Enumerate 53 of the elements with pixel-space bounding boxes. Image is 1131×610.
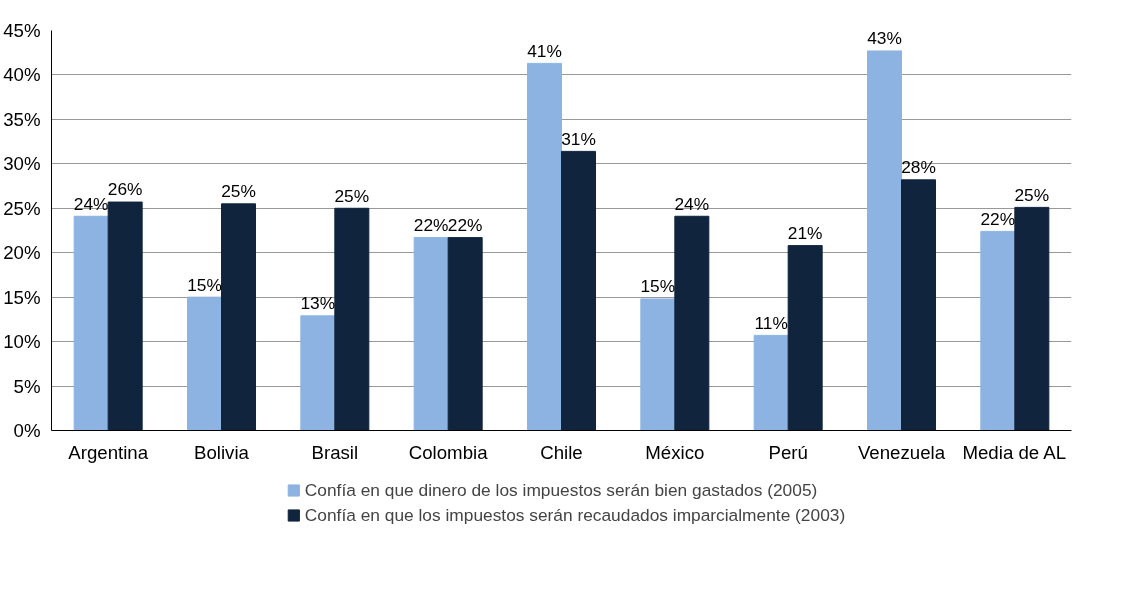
data-label: 25% xyxy=(1014,184,1050,205)
y-tick-label: 25% xyxy=(3,197,41,219)
bar xyxy=(221,203,256,431)
bar xyxy=(107,201,143,431)
legend-label: Confía en que los impuestos serán recaudados imparcialmente (2003) xyxy=(304,504,846,526)
y-tick-label: 30% xyxy=(3,153,41,175)
x-tick-label: Venezuela xyxy=(857,441,946,463)
bar xyxy=(334,207,370,431)
data-label: 21% xyxy=(787,222,823,243)
bar xyxy=(753,334,789,431)
data-label: 28% xyxy=(901,157,936,178)
y-tick-label: 10% xyxy=(3,331,41,353)
bar xyxy=(787,245,823,431)
y-tick-label: 5% xyxy=(13,375,41,397)
bar xyxy=(980,230,1016,431)
y-tick-label: 20% xyxy=(3,242,41,264)
x-tick-label: Brasil xyxy=(311,441,359,463)
bar xyxy=(1014,206,1050,431)
bar xyxy=(447,237,483,431)
bar xyxy=(187,296,222,431)
data-label: 24% xyxy=(674,193,710,214)
data-label: 25% xyxy=(221,181,256,202)
bar xyxy=(867,50,902,431)
y-tick-label: 15% xyxy=(3,286,41,308)
bar xyxy=(901,179,936,431)
x-tick-label: Argentina xyxy=(68,441,149,463)
x-tick-label: Colombia xyxy=(408,441,489,463)
bar xyxy=(300,315,336,431)
bar xyxy=(674,215,710,431)
x-tick-label: México xyxy=(645,441,705,463)
data-label: 24% xyxy=(73,193,109,214)
bar xyxy=(527,62,562,431)
legend-label: Confía en que dinero de los impuestos serán bien gastados (2005) xyxy=(304,479,818,501)
bar xyxy=(73,215,109,431)
data-label: 22% xyxy=(413,214,449,235)
bar xyxy=(413,237,449,431)
y-tick-label: 45% xyxy=(3,20,41,41)
bar xyxy=(561,150,596,431)
y-tick-label: 0% xyxy=(13,420,41,441)
x-tick-label: Perú xyxy=(768,441,808,463)
x-tick-label: Media de AL xyxy=(962,441,1067,463)
bar xyxy=(640,298,676,431)
data-label: 22% xyxy=(447,214,483,235)
data-label: 25% xyxy=(334,185,370,206)
data-label: 31% xyxy=(561,128,596,149)
y-tick-label: 40% xyxy=(3,64,41,86)
x-tick-label: Bolivia xyxy=(194,441,250,463)
data-label: 11% xyxy=(754,312,788,333)
data-label: 41% xyxy=(527,40,562,61)
y-tick-label: 35% xyxy=(3,108,41,130)
data-label: 43% xyxy=(867,28,902,49)
data-label: 26% xyxy=(107,179,143,200)
x-tick-label: Chile xyxy=(540,441,583,463)
